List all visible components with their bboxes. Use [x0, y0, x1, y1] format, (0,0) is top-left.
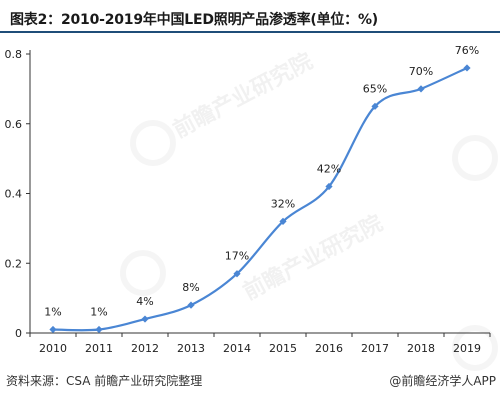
- data-label: 70%: [409, 65, 433, 78]
- data-label: 17%: [225, 250, 249, 263]
- data-label: 65%: [363, 82, 387, 95]
- title-underline: [0, 31, 500, 33]
- y-tick-label: 0.2: [5, 257, 23, 270]
- data-point: [95, 325, 103, 334]
- x-tick-label: 2010: [39, 342, 67, 355]
- data-point: [187, 301, 195, 309]
- data-label: 1%: [90, 306, 107, 319]
- y-tick-label: 0.6: [5, 118, 23, 131]
- data-point: [49, 325, 57, 334]
- x-tick-label: 2011: [85, 342, 113, 355]
- data-point: [233, 270, 241, 278]
- y-tick-label: 0.4: [5, 188, 23, 201]
- x-tick-label: 2018: [407, 342, 435, 355]
- data-point: [325, 182, 333, 191]
- x-tick-label: 2015: [269, 342, 297, 355]
- y-tick-label: 0: [15, 327, 22, 340]
- x-tick-label: 2017: [361, 342, 389, 355]
- data-label: 42%: [317, 163, 341, 176]
- chart-title: 图表2：2010-2019年中国LED照明产品渗透率(单位：%): [10, 12, 379, 28]
- data-point: [463, 64, 471, 72]
- data-point: [417, 85, 425, 93]
- credit-note: @前瞻经济学人APP: [389, 374, 496, 388]
- y-tick-label: 0.8: [5, 48, 23, 61]
- data-label: 76%: [455, 44, 479, 57]
- x-tick-label: 2014: [223, 342, 251, 355]
- x-tick-label: 2013: [177, 342, 205, 355]
- data-point: [279, 217, 287, 225]
- x-tick-label: 2012: [131, 342, 159, 355]
- series-line: [52, 66, 468, 332]
- data-point: [141, 315, 149, 323]
- x-tick-label: 2019: [453, 342, 481, 355]
- data-label: 8%: [182, 281, 199, 294]
- x-tick-label: 2016: [315, 342, 343, 355]
- data-label: 1%: [44, 306, 61, 319]
- data-label: 4%: [136, 295, 153, 308]
- source-note: 资料来源：CSA 前瞻产业研究院整理: [6, 374, 203, 388]
- data-point: [371, 102, 379, 110]
- data-label: 32%: [271, 197, 295, 210]
